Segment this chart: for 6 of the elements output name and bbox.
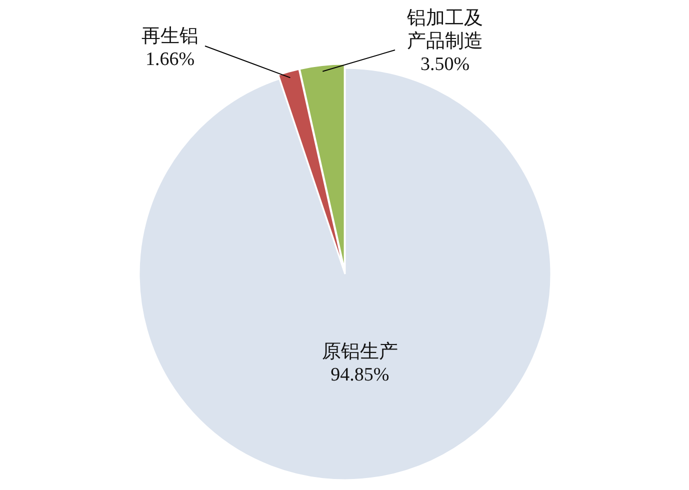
- data-label: 1.66%: [145, 49, 195, 70]
- slice-label: 原铝生产: [322, 341, 398, 362]
- data-label: 94.85%: [330, 364, 390, 386]
- slice-label: 再生铝: [142, 26, 198, 47]
- slice-label: 铝加工及产品制造: [406, 8, 483, 52]
- data-label: 3.50%: [420, 54, 470, 75]
